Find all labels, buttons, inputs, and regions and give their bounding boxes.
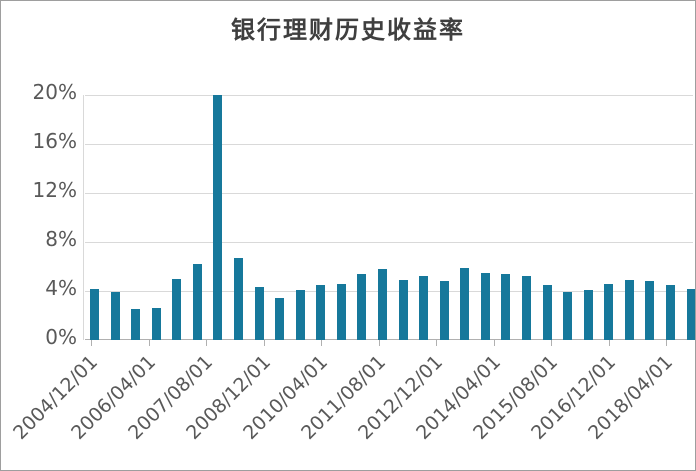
- chart-title: 银行理财历史收益率: [231, 16, 465, 44]
- gridline: [85, 242, 693, 243]
- bar: [542, 284, 552, 340]
- bar: [398, 279, 408, 340]
- plot-area: [83, 95, 695, 340]
- bar: [357, 273, 367, 340]
- bar: [192, 264, 202, 340]
- bar: [624, 279, 634, 340]
- y-axis-label: 4%: [45, 276, 77, 300]
- bar: [172, 278, 182, 340]
- bar: [665, 284, 675, 340]
- bar: [501, 273, 511, 340]
- y-axis-label: 0%: [45, 325, 77, 349]
- bar: [213, 95, 223, 340]
- y-axis-line: [83, 95, 84, 340]
- y-axis-label: 8%: [45, 227, 77, 251]
- bar: [583, 289, 593, 340]
- bar: [521, 276, 531, 340]
- bar: [480, 272, 490, 340]
- bar: [460, 267, 470, 340]
- bar: [295, 289, 305, 340]
- gridline: [85, 193, 693, 194]
- x-axis-tick: [551, 340, 552, 346]
- bar: [686, 288, 695, 340]
- bar: [316, 284, 326, 340]
- gridline: [85, 144, 693, 145]
- y-axis-label: 16%: [32, 129, 77, 153]
- x-axis-tick: [608, 340, 610, 346]
- bar: [233, 257, 243, 340]
- bar: [275, 298, 285, 340]
- x-axis-tick: [206, 340, 207, 346]
- x-axis-tick: [493, 340, 495, 346]
- gridline: [85, 291, 693, 292]
- x-axis-tick: [91, 340, 92, 346]
- x-axis-line: [85, 339, 693, 340]
- x-axis-tick: [321, 340, 322, 346]
- x-axis-tick: [436, 340, 437, 346]
- bar: [563, 292, 573, 340]
- y-axis-label: 20%: [32, 80, 77, 104]
- y-axis-label: 12%: [32, 178, 77, 202]
- bar: [377, 268, 387, 340]
- x-axis-tick: [666, 340, 667, 346]
- bar: [645, 281, 655, 340]
- x-axis-tick: [148, 340, 150, 346]
- bar: [254, 287, 264, 340]
- x-axis-tick: [378, 340, 380, 346]
- bar: [151, 308, 161, 340]
- x-axis-tick: [263, 340, 265, 346]
- bar: [439, 281, 449, 340]
- bar: [336, 283, 346, 340]
- gridline: [85, 95, 693, 96]
- bar: [110, 292, 120, 340]
- bar: [419, 276, 429, 340]
- bar: [604, 283, 614, 340]
- bar: [131, 309, 141, 340]
- bar: [90, 288, 99, 340]
